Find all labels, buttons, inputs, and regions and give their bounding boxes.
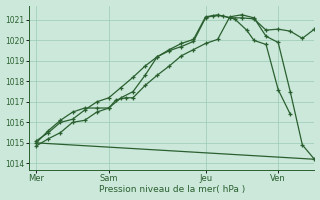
X-axis label: Pression niveau de la mer( hPa ): Pression niveau de la mer( hPa ) <box>99 185 245 194</box>
